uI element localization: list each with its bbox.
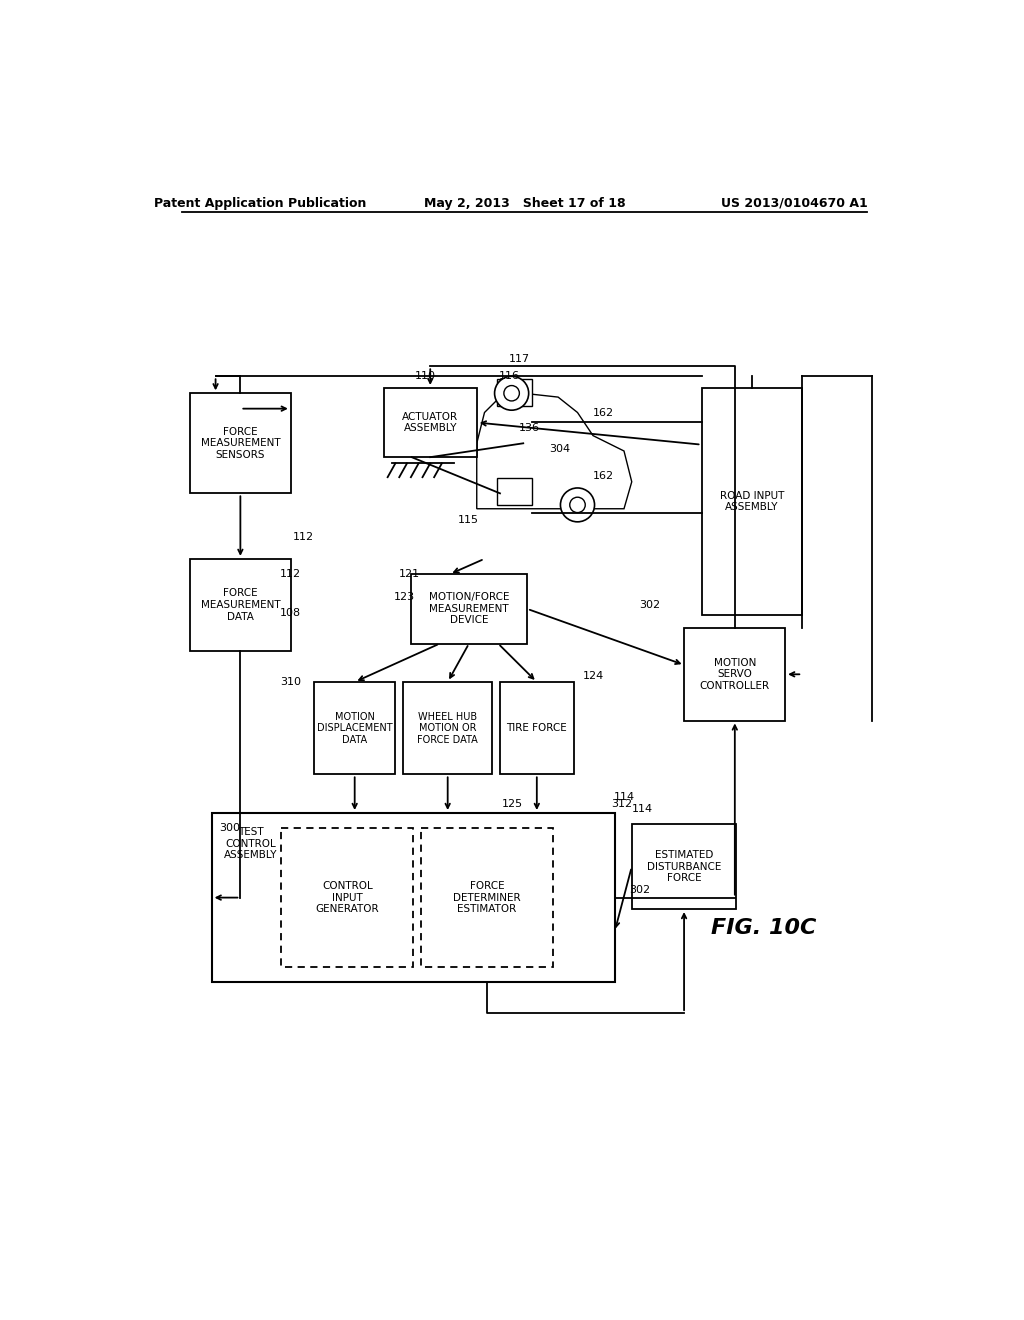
Polygon shape xyxy=(477,393,632,508)
Text: 310: 310 xyxy=(280,677,301,686)
Bar xyxy=(190,393,291,494)
Text: ACTUATOR
ASSEMBLY: ACTUATOR ASSEMBLY xyxy=(402,412,459,433)
Bar xyxy=(403,682,493,775)
Text: 115: 115 xyxy=(458,515,478,525)
Text: 112: 112 xyxy=(293,532,314,543)
Text: 136: 136 xyxy=(518,422,540,433)
Circle shape xyxy=(560,488,595,521)
Bar xyxy=(632,825,736,909)
Text: 162: 162 xyxy=(593,471,614,480)
Text: FORCE
MEASUREMENT
DATA: FORCE MEASUREMENT DATA xyxy=(201,589,281,622)
Text: 116: 116 xyxy=(500,371,520,380)
Bar xyxy=(282,829,414,966)
Text: WHEEL HUB
MOTION OR
FORCE DATA: WHEEL HUB MOTION OR FORCE DATA xyxy=(418,711,478,744)
Text: 124: 124 xyxy=(583,671,604,681)
Bar xyxy=(212,813,614,982)
Text: 121: 121 xyxy=(399,569,421,579)
Text: 302: 302 xyxy=(640,601,660,610)
Circle shape xyxy=(495,376,528,411)
Text: MOTION
DISPLACEMENT
DATA: MOTION DISPLACEMENT DATA xyxy=(316,711,392,744)
Text: 125: 125 xyxy=(503,799,523,809)
Text: Patent Application Publication: Patent Application Publication xyxy=(154,197,366,210)
Text: TIRE FORCE: TIRE FORCE xyxy=(507,723,567,733)
Bar xyxy=(500,682,573,775)
Text: 114: 114 xyxy=(613,792,635,803)
Text: 300: 300 xyxy=(219,824,241,833)
Text: TEST
CONTROL
ASSEMBLY: TEST CONTROL ASSEMBLY xyxy=(223,828,278,861)
Text: FIG. 10C: FIG. 10C xyxy=(711,919,816,939)
Text: ROAD INPUT
ASSEMBLY: ROAD INPUT ASSEMBLY xyxy=(720,491,784,512)
Bar xyxy=(684,628,785,721)
Circle shape xyxy=(569,498,586,512)
Bar xyxy=(411,574,527,644)
Text: 312: 312 xyxy=(611,799,633,809)
Bar xyxy=(497,478,531,506)
Text: 114: 114 xyxy=(632,804,653,814)
Bar xyxy=(421,829,553,966)
Text: 108: 108 xyxy=(280,607,301,618)
Text: ESTIMATED
DISTURBANCE
FORCE: ESTIMATED DISTURBANCE FORCE xyxy=(647,850,721,883)
Text: 112: 112 xyxy=(280,569,301,579)
Text: FORCE
MEASUREMENT
SENSORS: FORCE MEASUREMENT SENSORS xyxy=(201,426,281,459)
Text: CONTROL
INPUT
GENERATOR: CONTROL INPUT GENERATOR xyxy=(315,880,379,915)
Text: MOTION
SERVO
CONTROLLER: MOTION SERVO CONTROLLER xyxy=(699,657,770,690)
Text: 304: 304 xyxy=(549,445,570,454)
Bar xyxy=(497,379,531,407)
Text: 123: 123 xyxy=(394,593,415,602)
Text: FORCE
DETERMINER
ESTIMATOR: FORCE DETERMINER ESTIMATOR xyxy=(453,880,520,915)
Text: MOTION/FORCE
MEASUREMENT
DEVICE: MOTION/FORCE MEASUREMENT DEVICE xyxy=(429,593,509,626)
Text: 117: 117 xyxy=(509,354,530,363)
Text: US 2013/0104670 A1: US 2013/0104670 A1 xyxy=(721,197,868,210)
Bar xyxy=(384,388,477,457)
Text: 302: 302 xyxy=(629,884,650,895)
Bar xyxy=(314,682,395,775)
Text: May 2, 2013   Sheet 17 of 18: May 2, 2013 Sheet 17 of 18 xyxy=(424,197,626,210)
Text: 162: 162 xyxy=(593,408,614,417)
Circle shape xyxy=(504,385,519,401)
Bar xyxy=(701,388,802,615)
Text: 110: 110 xyxy=(415,371,436,381)
Bar xyxy=(190,558,291,651)
